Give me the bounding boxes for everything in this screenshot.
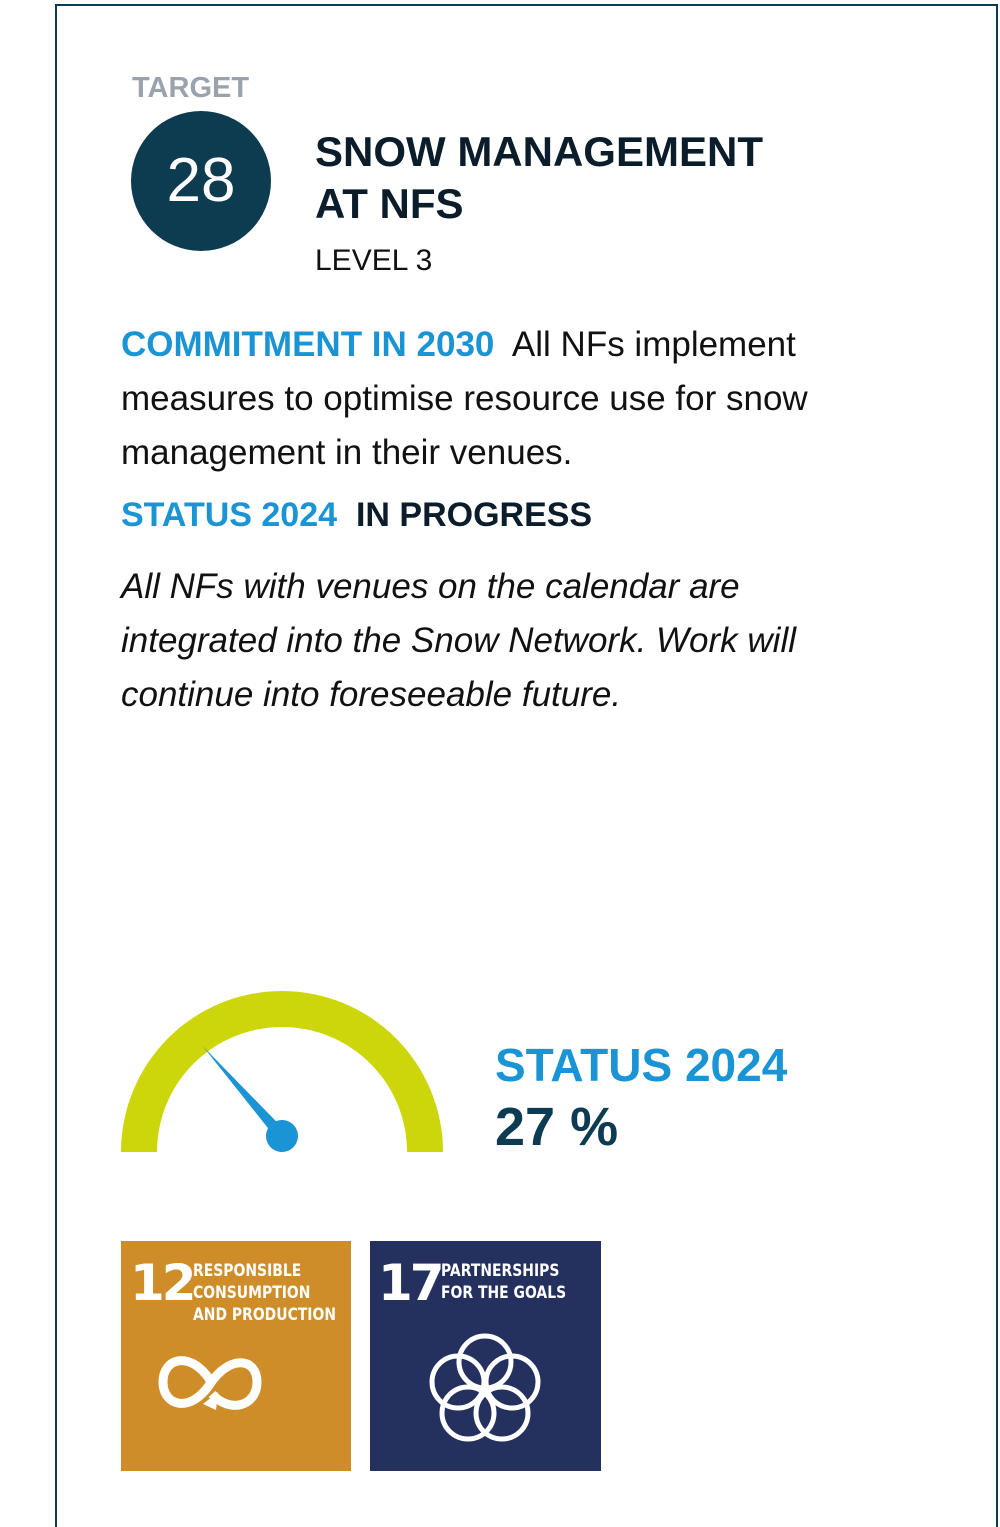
commitment: COMMITMENT IN 2030 All NFs implement mea… (121, 318, 921, 480)
sdg-icon (158, 1356, 262, 1410)
sdg-icon-arrow (203, 1392, 218, 1410)
commitment-label: COMMITMENT IN 2030 (121, 325, 495, 364)
gauge-needle (202, 1045, 298, 1152)
sdg-icon (429, 1333, 541, 1442)
commitment-text: All NFs implement measures to optimise r… (121, 325, 808, 472)
sdg-line: CONSUMPTION (193, 1283, 311, 1303)
gauge-value: 27 % (495, 1096, 618, 1158)
status-label: STATUS 2024 (121, 496, 338, 534)
sdg-line: AND PRODUCTION (193, 1305, 337, 1325)
level: LEVEL 3 (315, 244, 433, 277)
sdg-text: PARTNERSHIPS FOR THE GOALS (441, 1260, 566, 1304)
sdg-tile (370, 1241, 601, 1471)
gauge-arc (121, 991, 443, 1152)
sdg-line: FOR THE GOALS (441, 1283, 567, 1303)
status: STATUS 2024 IN PROGRESS (121, 496, 592, 535)
target-number: 28 (166, 146, 236, 215)
sdg-tile (121, 1241, 351, 1471)
title: SNOW MANAGEMENT AT NFS (315, 126, 763, 230)
sdg-line: RESPONSIBLE (193, 1261, 302, 1281)
sdg-text: RESPONSIBLE CONSUMPTION AND PRODUCTION (193, 1260, 336, 1326)
gauge-number: 27 (495, 1097, 556, 1157)
status-value: IN PROGRESS (355, 496, 593, 534)
target-label: TARGET (132, 72, 250, 104)
sdg-background (121, 1241, 351, 1471)
status-note: All NFs with venues on the calendar are … (121, 567, 796, 714)
gauge-unit: % (570, 1097, 619, 1157)
sdg-number: 12 (130, 1254, 197, 1312)
frame (55, 4, 998, 1527)
title-line: SNOW MANAGEMENT (315, 128, 763, 175)
sdg-line: PARTNERSHIPS (441, 1261, 560, 1281)
title-line: AT NFS (315, 180, 464, 227)
target-badge (131, 111, 271, 251)
sdg-number: 17 (378, 1254, 445, 1312)
gauge-label: STATUS 2024 (495, 1039, 788, 1091)
